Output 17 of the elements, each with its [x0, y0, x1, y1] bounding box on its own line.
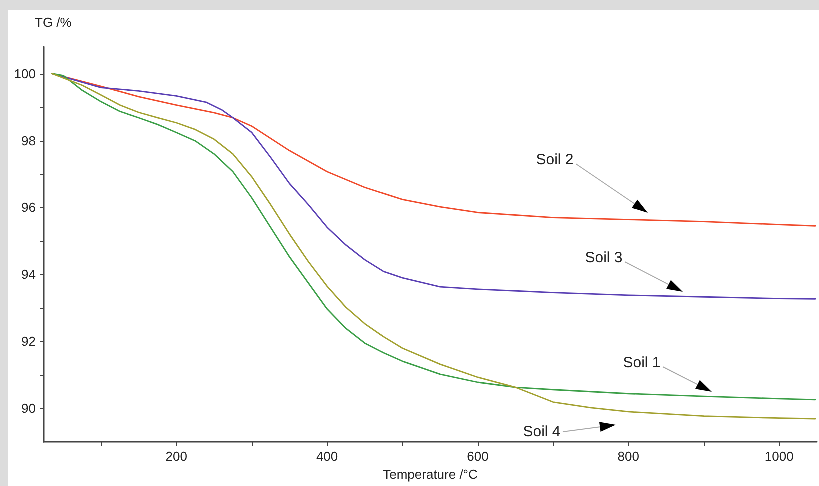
x-tick-label: 200 — [166, 449, 188, 464]
annotation: Soil 4 — [523, 424, 561, 440]
annotation: Soil 3 — [585, 250, 623, 266]
annotation: Soil 1 — [623, 354, 661, 372]
y-tick-label: 96 — [22, 200, 36, 216]
x-tick-label: 400 — [316, 449, 338, 464]
x-axis-title: Temperature /°C — [383, 467, 478, 482]
y-axis-title: TG /% — [35, 15, 72, 30]
x-tick-label: 800 — [618, 449, 640, 464]
y-tick-label: 92 — [22, 334, 36, 350]
y-tick-label: 94 — [22, 267, 36, 282]
x-tick-label: 1000 — [764, 449, 794, 464]
y-tick-label: 90 — [22, 401, 36, 416]
y-tick-label: 98 — [22, 133, 36, 148]
annotation: Soil 2 — [536, 152, 574, 168]
x-tick-label: 600 — [467, 449, 489, 464]
y-tick-label: 100 — [14, 66, 36, 82]
